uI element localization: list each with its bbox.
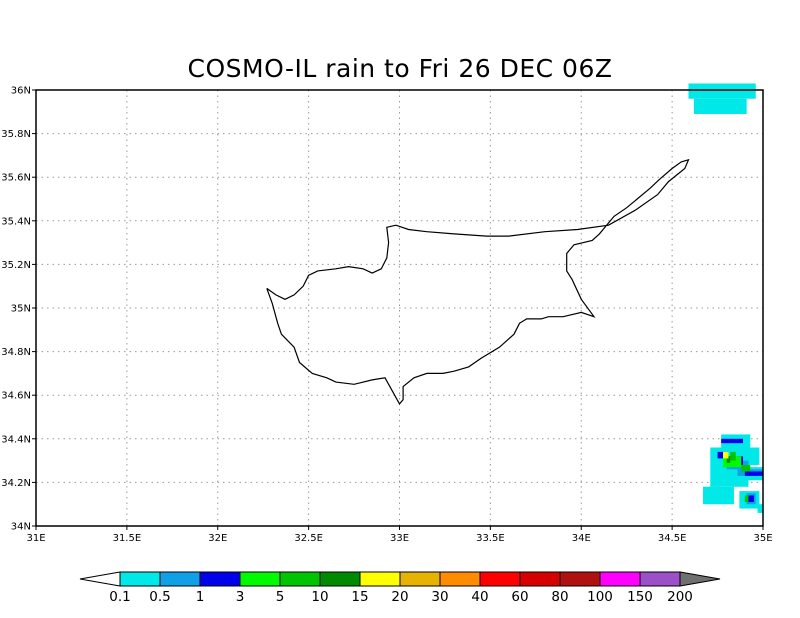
lon-tick-label: 34E bbox=[572, 533, 591, 544]
rain-cell bbox=[693, 98, 747, 114]
lat-tick-label: 35.4N bbox=[1, 216, 31, 227]
colorbar-label: 100 bbox=[587, 589, 613, 605]
lon-tick-label: 32.5E bbox=[294, 533, 323, 544]
colorbar-label: 40 bbox=[471, 589, 488, 605]
rain-cell bbox=[688, 83, 756, 99]
colorbar-label: 80 bbox=[551, 589, 568, 605]
lon-tick-label: 35E bbox=[753, 533, 772, 544]
rain-cell bbox=[757, 504, 763, 513]
colorbar-swatch bbox=[599, 571, 641, 587]
rain-cell bbox=[721, 438, 744, 444]
colorbar-swatch bbox=[479, 571, 521, 587]
colorbar-label: 60 bbox=[511, 589, 528, 605]
lat-tick-label: 35N bbox=[11, 304, 31, 315]
colorbar-swatch bbox=[239, 571, 281, 587]
lon-tick-label: 33E bbox=[390, 533, 409, 544]
colorbar-under-arrow bbox=[79, 571, 121, 587]
rain-cell bbox=[723, 451, 729, 459]
colorbar-label: 150 bbox=[627, 589, 653, 605]
colorbar-label: 1 bbox=[196, 589, 205, 605]
lat-tick-label: 35.2N bbox=[1, 260, 31, 271]
colorbar-swatch bbox=[399, 571, 441, 587]
colorbar-swatch bbox=[279, 571, 321, 587]
axis-ticks: 31E 31.5E 32E 32.5E 33E 33.5E 34E 34.5E 35E 34N 34… bbox=[1, 86, 772, 545]
rain-cell bbox=[708, 486, 720, 496]
colorbar-label: 5 bbox=[276, 589, 285, 605]
lon-tick-label: 31.5E bbox=[113, 533, 142, 544]
colorbar-over-arrow bbox=[679, 571, 721, 587]
cyprus-coastline bbox=[266, 158, 690, 405]
gridlines bbox=[36, 90, 763, 526]
rain-field bbox=[688, 83, 763, 513]
lat-tick-label: 34.6N bbox=[1, 391, 31, 402]
colorbar-swatch bbox=[119, 571, 161, 587]
rain-cell bbox=[748, 495, 754, 503]
colorbar-swatch bbox=[559, 571, 601, 587]
colorbar-label: 10 bbox=[311, 589, 328, 605]
colorbar-label: 15 bbox=[351, 589, 368, 605]
colorbar-swatch bbox=[439, 571, 481, 587]
lat-tick-label: 34N bbox=[11, 522, 31, 533]
lat-tick-label: 34.8N bbox=[1, 347, 31, 358]
colorbar-swatch bbox=[199, 571, 241, 587]
lon-tick-label: 31E bbox=[26, 533, 45, 544]
rain-cell bbox=[730, 451, 736, 461]
lon-tick-label: 34.5E bbox=[658, 533, 687, 544]
rain-cell bbox=[723, 456, 742, 468]
rain-cell bbox=[744, 495, 749, 503]
colorbar-label: 0.1 bbox=[109, 589, 130, 605]
rain-cell bbox=[726, 456, 731, 463]
lat-tick-label: 34.2N bbox=[1, 478, 31, 489]
colorbar-swatch bbox=[319, 571, 361, 587]
lon-tick-label: 32E bbox=[208, 533, 227, 544]
lat-tick-label: 35.6N bbox=[1, 173, 31, 184]
colorbar-label: 20 bbox=[391, 589, 408, 605]
rain-cell bbox=[741, 464, 751, 472]
lat-tick-label: 36N bbox=[11, 86, 31, 97]
colorbar-label: 0.5 bbox=[149, 589, 170, 605]
colorbar-label: 3 bbox=[236, 589, 245, 605]
colorbar-swatch bbox=[639, 571, 681, 587]
colorbar-swatch bbox=[359, 571, 401, 587]
lon-tick-label: 33.5E bbox=[476, 533, 505, 544]
colorbar-label: 30 bbox=[431, 589, 448, 605]
map-title: COSMO-IL rain to Fri 26 DEC 06Z bbox=[187, 54, 613, 83]
colorbar-label: 200 bbox=[667, 589, 693, 605]
lat-tick-label: 34.4N bbox=[1, 434, 31, 445]
rain-cell bbox=[744, 471, 763, 476]
colorbar-swatch bbox=[519, 571, 561, 587]
lat-tick-label: 35.8N bbox=[1, 129, 31, 140]
colorbar-legend: 0.1 0.5 1 3 5 10 15 20 30 40 60 80 100 150 200 bbox=[79, 571, 721, 605]
colorbar-swatch bbox=[159, 571, 201, 587]
